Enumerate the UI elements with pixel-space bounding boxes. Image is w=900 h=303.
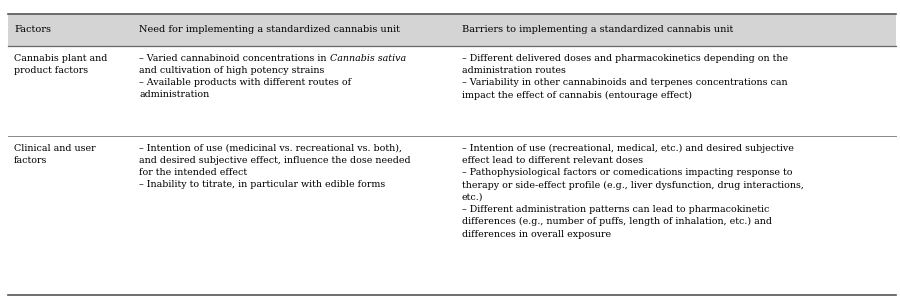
- Text: Cannabis plant and
product factors: Cannabis plant and product factors: [14, 54, 107, 75]
- Text: – Different delivered doses and pharmacokinetics depending on the
administration: – Different delivered doses and pharmaco…: [462, 54, 788, 100]
- Text: and cultivation of high potency strains
– Available products with different rout: and cultivation of high potency strains …: [139, 54, 351, 99]
- Text: Factors: Factors: [14, 25, 51, 35]
- Text: – Intention of use (medicinal vs. recreational vs. both),
and desired subjective: – Intention of use (medicinal vs. recrea…: [139, 144, 410, 189]
- Text: Barriers to implementing a standardized cannabis unit: Barriers to implementing a standardized …: [462, 25, 734, 35]
- Text: – Varied cannabinoid concentrations in: – Varied cannabinoid concentrations in: [139, 54, 329, 63]
- Text: Cannabis sativa: Cannabis sativa: [329, 54, 406, 63]
- Text: – Intention of use (recreational, medical, etc.) and desired subjective
effect l: – Intention of use (recreational, medica…: [462, 144, 804, 238]
- Text: Need for implementing a standardized cannabis unit: Need for implementing a standardized can…: [139, 25, 400, 35]
- Bar: [8, 14, 896, 46]
- Text: Clinical and user
factors: Clinical and user factors: [14, 144, 95, 165]
